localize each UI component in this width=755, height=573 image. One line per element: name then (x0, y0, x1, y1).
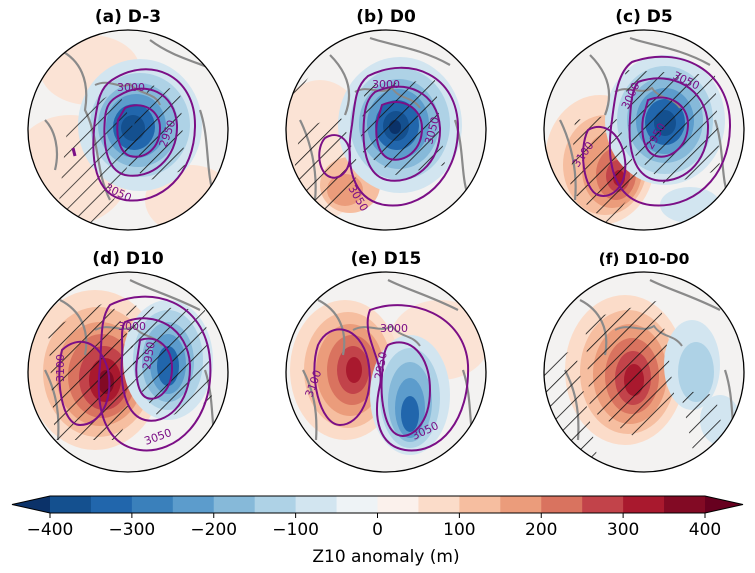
panel-b-title: (b) D0 (356, 7, 416, 27)
colorbar-extend-high (705, 496, 743, 513)
panel-e-title: (e) D15 (351, 249, 422, 269)
panel-c-boundary (543, 29, 745, 231)
panel-d-map: 3000 3050 3100 2950 (28, 272, 228, 472)
panel-a-contour-label: 3000 (117, 81, 145, 94)
panel-c: (c) D5 3050 3000 3100 (543, 7, 745, 231)
panel-d-boundary (27, 271, 229, 473)
panel-f-boundary (543, 271, 745, 473)
panel-d-contour-label: 3000 (118, 320, 146, 333)
colorbar-segment (172, 496, 215, 513)
panel-d-contour-label: 3100 (54, 354, 67, 382)
colorbar-segment (418, 496, 460, 513)
colorbar-extend-low (12, 496, 50, 513)
panel-f: (f) D10-D0 (543, 250, 745, 473)
panel-e-contour-label: 2950 (372, 351, 390, 381)
colorbar-segment (664, 496, 706, 513)
colorbar-tick-label: −300 (109, 520, 156, 540)
colorbar-segment (582, 496, 624, 513)
colorbar-tick-label: 0 (372, 520, 383, 540)
colorbar-tick-label: 200 (525, 520, 557, 540)
panel-e-boundary (285, 271, 487, 473)
colorbar-tick-label: 100 (443, 520, 475, 540)
colorbar-label: Z10 anomaly (m) (312, 547, 459, 567)
colorbar-segment (459, 496, 501, 513)
colorbar-segment (90, 496, 133, 513)
colorbar-ticks: −400 −300 −200 −100 0 100 200 300 400 (27, 513, 721, 540)
colorbar-segment (623, 496, 665, 513)
colorbar-segment (254, 496, 297, 513)
panel-b-map: 3000 3050 3050 (286, 30, 486, 230)
panel-c-map: 3050 3000 3100 2950 (544, 30, 744, 230)
colorbar-segment (213, 496, 256, 513)
colorbar-tick-label: 300 (607, 520, 639, 540)
panel-c-title: (c) D5 (615, 7, 672, 27)
panel-e: (e) D15 3000 2950 3100 3050 (285, 249, 487, 473)
colorbar-segment (336, 496, 378, 513)
panel-a-map: 3000 2950 3050 (28, 30, 228, 230)
panel-e-map: 3000 2950 3100 3050 (286, 272, 486, 472)
panel-a: (a) D-3 3000 2950 3050 (27, 7, 229, 231)
panel-a-boundary (27, 29, 229, 231)
colorbar-segment (50, 496, 92, 513)
panel-f-map (544, 272, 744, 472)
panel-e-contour-label: 3000 (380, 322, 408, 335)
colorbar-segment (295, 496, 338, 513)
panel-b-contour-label: 3000 (372, 78, 400, 91)
panel-a-title: (a) D-3 (95, 7, 161, 27)
panel-f-title: (f) D10-D0 (599, 250, 690, 268)
colorbar-segment (377, 496, 419, 513)
colorbar-tick-label: 400 (689, 520, 721, 540)
panel-b-boundary (285, 29, 487, 231)
panel-b: (b) D0 3000 3050 3050 (285, 7, 487, 231)
colorbar-segment (500, 496, 542, 513)
colorbar-segment (541, 496, 583, 513)
panel-d-title: (d) D10 (92, 249, 164, 269)
colorbar-segment (131, 496, 174, 513)
colorbar-tick-label: −200 (190, 520, 237, 540)
panel-d-contour-label: 2950 (140, 341, 158, 371)
colorbar-tick-label: −100 (272, 520, 319, 540)
panel-d: (d) D10 3000 3050 3100 2 (27, 249, 229, 473)
colorbar-tick-label: −400 (27, 520, 74, 540)
colorbar (11, 495, 744, 514)
